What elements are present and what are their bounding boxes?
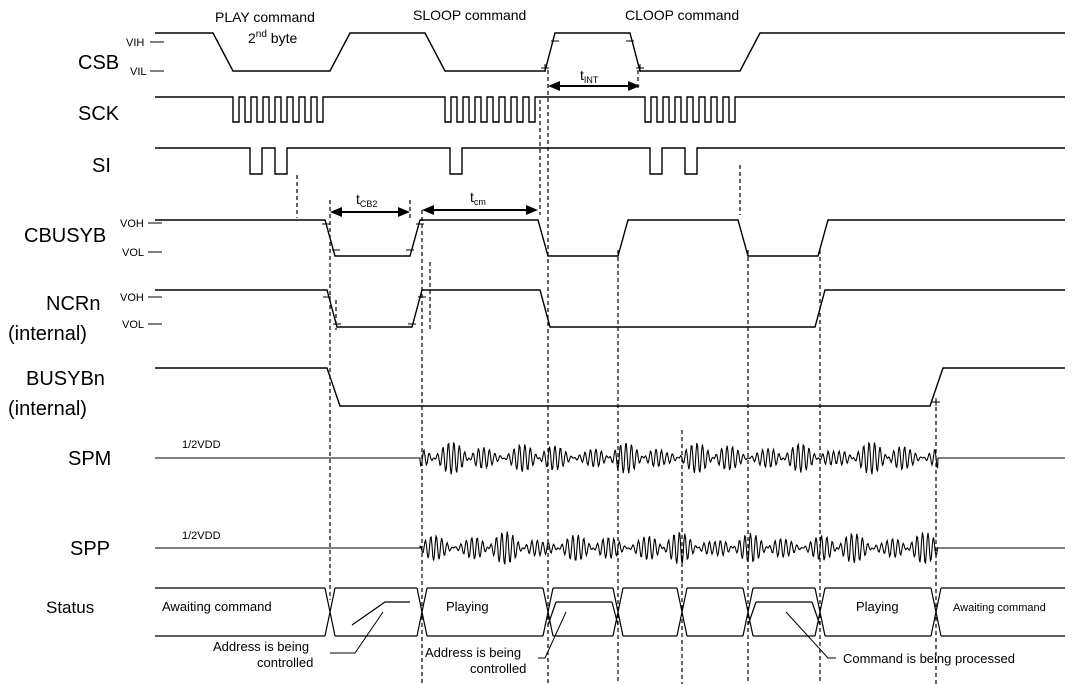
- spm-waveform: [155, 441, 1065, 475]
- status-playing-1: Playing: [446, 599, 489, 614]
- second-byte-label: 2nd byte: [248, 29, 297, 46]
- level-vol-cbusyb: VOL: [122, 247, 144, 259]
- note-address-1-line1: Address is being: [213, 639, 309, 654]
- sloop-command-label: SLOOP command: [413, 7, 526, 23]
- signal-label-csb: CSB: [78, 52, 119, 74]
- level-vil-csb: VIL: [130, 66, 147, 78]
- status-playing-2: Playing: [856, 599, 899, 614]
- t-int-arrow: [548, 81, 640, 91]
- ncrn-waveform: [155, 289, 1065, 328]
- status-bus-waveform: [155, 587, 1065, 637]
- leader-address-2: [538, 611, 567, 659]
- signal-label-si: SI: [92, 155, 111, 177]
- level-voh-ncrn: VOH: [120, 292, 144, 304]
- signal-label-status: Status: [46, 598, 94, 617]
- signal-label-busybn-sub: (internal): [8, 398, 87, 420]
- signal-label-spm: SPM: [68, 448, 111, 470]
- transition-ticks: [322, 40, 940, 406]
- t-int-label: tINT: [580, 67, 599, 85]
- note-command-processed: Command is being processed: [843, 651, 1015, 666]
- leader-address-1: [330, 611, 384, 654]
- level-half-vdd-spp: 1/2VDD: [182, 530, 221, 542]
- t-cm-label: tcm: [470, 189, 486, 207]
- sck-waveform: [155, 96, 1065, 123]
- signal-label-sck: SCK: [78, 103, 120, 125]
- signal-label-cbusyb: CBUSYB: [24, 225, 106, 247]
- signal-label-spp: SPP: [70, 538, 110, 560]
- note-address-2-line1: Address is being: [425, 645, 521, 660]
- reference-lines: [296, 70, 937, 684]
- spp-waveform: [155, 531, 1065, 565]
- t-cm-arrow: [422, 205, 538, 215]
- cbusyb-waveform: [155, 219, 1065, 257]
- note-address-1-line2: controlled: [257, 655, 313, 670]
- t-cb2-arrow: [330, 207, 410, 217]
- csb-waveform: [155, 32, 1065, 72]
- signal-label-ncrn: NCRn: [46, 293, 100, 315]
- leader-command-processed: [785, 611, 836, 659]
- level-vol-ncrn: VOL: [122, 319, 144, 331]
- signal-label-ncrn-sub: (internal): [8, 323, 87, 345]
- play-command-label: PLAY command: [215, 9, 315, 25]
- level-half-vdd-spm: 1/2VDD: [182, 439, 221, 451]
- status-awaiting-2: Awaiting command: [953, 602, 1046, 614]
- busybn-waveform: [155, 367, 1065, 407]
- si-waveform: [155, 147, 1065, 175]
- cloop-command-label: CLOOP command: [625, 7, 739, 23]
- status-awaiting-1: Awaiting command: [162, 599, 272, 614]
- level-vih-csb: VIH: [126, 37, 144, 49]
- level-voh-cbusyb: VOH: [120, 218, 144, 230]
- note-address-2-line2: controlled: [470, 661, 526, 676]
- signal-label-busybn: BUSYBn: [26, 368, 105, 390]
- t-cb2-label: tCB2: [356, 191, 377, 209]
